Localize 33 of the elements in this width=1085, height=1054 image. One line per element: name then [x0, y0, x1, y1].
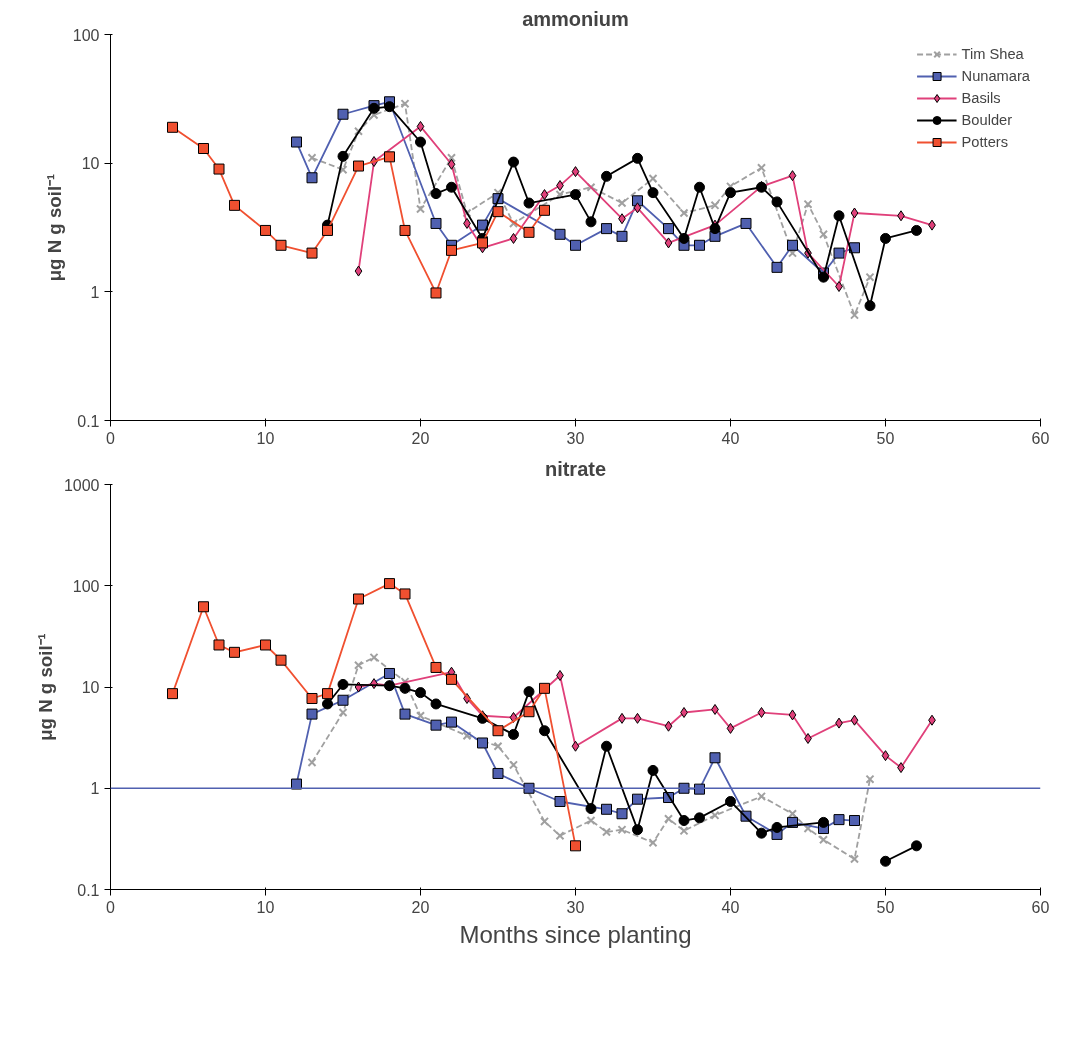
x-tick-label: 50: [876, 429, 895, 447]
y-tick-label: 0.1: [77, 881, 100, 899]
legend-label: Boulder: [961, 112, 1013, 128]
legend-label: Nunamara: [961, 68, 1030, 84]
legend-label: Potters: [961, 134, 1008, 150]
y-tick-label: 1: [90, 780, 100, 798]
x-tick-label: 30: [566, 429, 585, 447]
x-tick-label: 40: [721, 898, 740, 916]
x-tick-label: 20: [411, 898, 430, 916]
x-tick-label: 60: [1031, 429, 1050, 447]
x-tick-label: 10: [256, 898, 275, 916]
x-tick-label: 0: [106, 898, 116, 916]
x-tick-label: 50: [876, 898, 895, 916]
legend-label: Tim Shea: [961, 46, 1024, 62]
y-tick-label: 0.1: [77, 412, 100, 430]
chart-title: ammonium: [522, 7, 629, 30]
y-tick-label: 100: [72, 577, 100, 595]
x-axis-title: Months since planting: [459, 920, 692, 948]
x-tick-label: 60: [1031, 898, 1050, 916]
y-tick-label: 1: [90, 283, 100, 301]
x-tick-label: 40: [721, 429, 740, 447]
chart-title: nitrate: [544, 457, 607, 480]
x-tick-label: 10: [256, 429, 275, 447]
y-axis-title: μg N g soil⁻¹: [34, 633, 56, 741]
legend-label: Basils: [961, 90, 1001, 106]
y-axis-title: μg N g soil⁻¹: [43, 173, 65, 282]
y-tick-label: 10: [81, 155, 100, 173]
x-tick-label: 0: [106, 429, 116, 447]
y-tick-label: 1000: [63, 476, 100, 494]
y-tick-label: 100: [72, 26, 100, 44]
x-tick-label: 30: [566, 898, 585, 916]
x-tick-label: 20: [411, 429, 430, 447]
y-tick-label: 10: [81, 679, 100, 696]
